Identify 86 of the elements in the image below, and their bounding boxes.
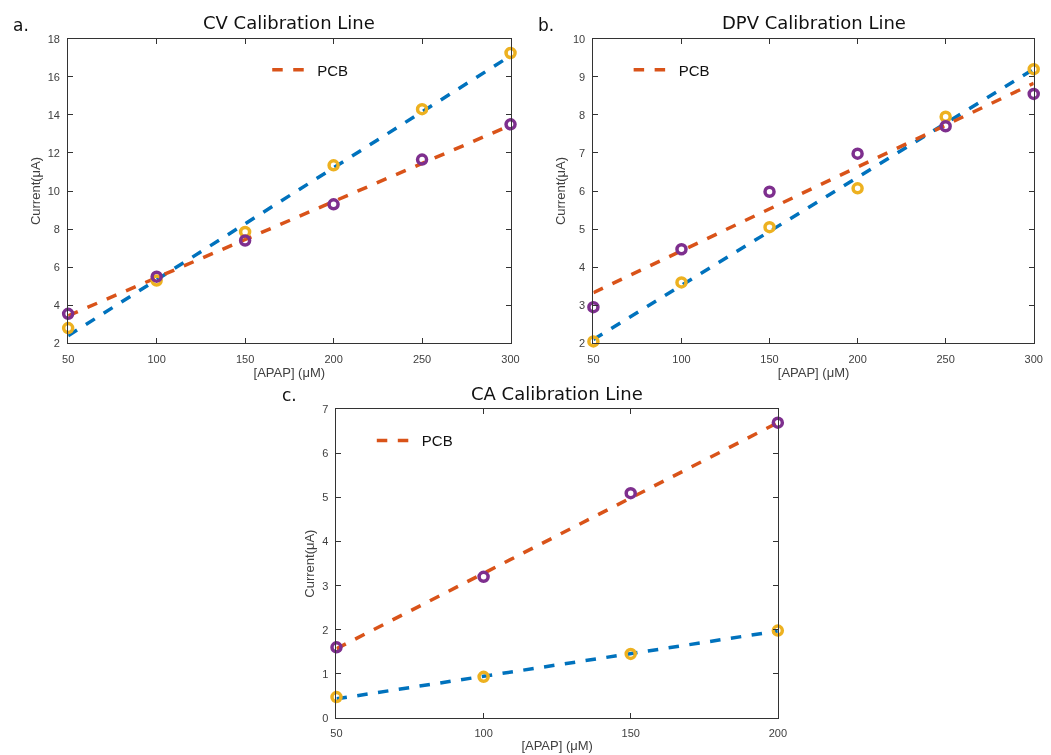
point	[504, 118, 517, 131]
point	[61, 321, 75, 335]
x-tick-label: 200	[324, 352, 343, 365]
x-tick-label: 300	[1024, 352, 1043, 365]
x-tick-label: 50	[62, 352, 75, 365]
y-axis-title: Current(μA)	[302, 529, 318, 598]
y-tick-label: 3	[322, 579, 329, 592]
y-tick-label: 5	[579, 222, 586, 235]
point	[675, 276, 688, 289]
point	[675, 243, 688, 256]
y-tick-label: 3	[579, 299, 586, 312]
x-tick-label: 300	[501, 352, 520, 365]
x-axis-title: [APAP] (μM)	[521, 737, 593, 753]
x-tick-label: 150	[235, 352, 255, 365]
y-tick-label: 4	[322, 535, 329, 548]
point	[61, 307, 75, 321]
y-tick-label: 7	[322, 403, 329, 416]
point	[330, 641, 343, 654]
x-tick-label: 150	[621, 726, 640, 739]
point	[587, 335, 600, 348]
x-tick-label: 250	[412, 352, 432, 365]
x-tick-label: 200	[768, 726, 787, 739]
point	[150, 270, 163, 283]
point	[415, 102, 429, 116]
x-tick-label: 50	[330, 726, 343, 739]
y-tick-label: 14	[47, 108, 60, 121]
y-tick-label: 6	[53, 261, 60, 274]
y-tick-label: 4	[53, 299, 60, 312]
point	[238, 234, 252, 247]
chart-title: CV Calibration Line	[203, 12, 375, 33]
point	[587, 300, 600, 314]
text: b.	[538, 15, 555, 35]
y-tick-label: 7	[579, 146, 586, 159]
y-tick-label: 0	[322, 711, 329, 724]
y-tick-label: 2	[53, 337, 60, 350]
x-tick-label: 100	[672, 352, 691, 365]
y-axis-title: Current(μA)	[552, 156, 568, 226]
point	[327, 159, 340, 172]
y-tick-label: 10	[572, 32, 586, 45]
point	[477, 570, 490, 584]
y-tick-label: 2	[322, 623, 329, 636]
x-tick-label: 150	[760, 352, 779, 365]
text: a.	[13, 15, 29, 35]
y-tick-label: 9	[579, 70, 586, 83]
chart-title: DPV Calibration Line	[722, 12, 906, 33]
point	[763, 185, 776, 199]
x-tick-label: 50	[587, 352, 600, 365]
legend-label: PCB	[317, 61, 349, 79]
point	[851, 182, 864, 195]
y-tick-label: 5	[322, 491, 329, 504]
y-tick-label: 12	[47, 146, 60, 159]
x-tick-label: 100	[474, 726, 493, 739]
y-tick-label: 8	[53, 222, 60, 235]
y-tick-label: 18	[47, 32, 60, 45]
text: c.	[282, 385, 297, 405]
point	[1027, 62, 1040, 76]
x-tick-label: 200	[848, 352, 867, 365]
point	[477, 670, 490, 684]
y-tick-label: 2	[579, 337, 586, 350]
point	[624, 486, 637, 500]
y-tick-label: 1	[322, 667, 329, 680]
y-tick-label: 10	[47, 184, 60, 197]
point	[1027, 87, 1040, 101]
y-tick-label: 4	[579, 261, 586, 274]
legend-label: PCB	[421, 432, 453, 450]
y-tick-label: 16	[47, 70, 60, 83]
point	[851, 147, 864, 160]
y-axis-title: Current(μA)	[27, 156, 43, 226]
point	[327, 198, 340, 211]
point	[771, 416, 785, 429]
y-tick-label: 8	[579, 108, 586, 121]
point	[939, 120, 952, 133]
point	[415, 153, 429, 166]
y-tick-label: 6	[322, 447, 329, 460]
x-tick-label: 100	[147, 352, 166, 365]
chart-title: CA Calibration Line	[471, 383, 643, 404]
x-axis-title: [APAP] (μM)	[253, 364, 326, 380]
point	[330, 690, 343, 704]
legend-label: PCB	[678, 61, 710, 79]
point	[763, 220, 776, 234]
x-tick-label: 250	[936, 352, 955, 365]
point	[624, 647, 637, 661]
point	[771, 624, 785, 637]
point	[504, 46, 517, 60]
y-tick-label: 6	[579, 184, 586, 197]
x-axis-title: [APAP] (μM)	[777, 364, 850, 380]
